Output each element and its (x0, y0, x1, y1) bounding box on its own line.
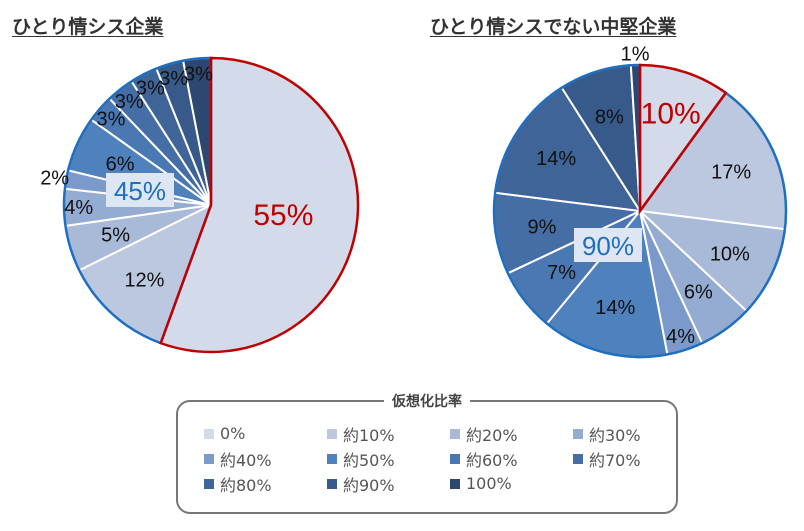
legend-item: 0% (204, 422, 327, 445)
pie0-annotation-box (106, 173, 174, 207)
legend-swatch (450, 478, 460, 489)
legend-swatch (327, 453, 337, 464)
pie1-label-5: 14% (595, 297, 635, 319)
pie1-label-10: 1% (621, 43, 650, 65)
legend-item: 約70% (573, 447, 696, 470)
pie0-label-2: 5% (101, 225, 130, 247)
pie0-label-8: 3% (136, 77, 165, 99)
legend-label: 0% (220, 424, 246, 443)
legend-label: 約30% (589, 425, 641, 445)
legend-label: 約70% (589, 450, 641, 470)
legend-swatch (327, 428, 337, 439)
pie0-label-5: 6% (106, 153, 135, 175)
pie1-label-0: 10% (641, 98, 701, 131)
legend-swatch (450, 428, 460, 439)
legend-swatch (450, 453, 460, 464)
pie1-label-3: 6% (684, 281, 713, 303)
legend-swatch (204, 428, 214, 439)
legend-label: 約50% (343, 450, 395, 470)
legend-swatch (204, 453, 214, 464)
pie0-zero-outline (159, 56, 360, 354)
legend-swatch (327, 478, 337, 489)
legend: 仮想化比率 0% 約10% 約20% 約30% 約40% 約50% 約60% 約70% 約80%… (176, 391, 678, 514)
legend-item: 約50% (327, 447, 450, 470)
legend-title: 仮想化比率 (384, 391, 470, 411)
left-chart-title: ひとり情シス企業 (12, 16, 164, 38)
legend-item: 約40% (204, 447, 327, 470)
legend-swatch (573, 453, 583, 464)
legend-label: 約20% (466, 425, 518, 445)
right-chart-title: ひとり情シスでない中堅企業 (430, 16, 677, 38)
pie1-group-outline (492, 63, 788, 359)
pie1-group-annotation: 90% (582, 231, 634, 261)
legend-item: 約80% (204, 472, 327, 495)
pie0-label-6: 3% (97, 108, 126, 130)
pie1-label-8: 14% (536, 148, 576, 170)
legend-label: 約90% (343, 475, 395, 495)
legend-label: 約10% (343, 425, 395, 445)
pie0-label-7: 3% (115, 91, 144, 113)
legend-item: 約60% (450, 447, 573, 470)
pie0-label-1: 12% (124, 269, 164, 291)
legend-swatch (573, 428, 583, 439)
pie1-label-9: 8% (595, 107, 624, 129)
pie1-label-4: 4% (666, 326, 695, 348)
legend-label: 約40% (220, 450, 272, 470)
legend-item: 約30% (573, 422, 696, 445)
pie0-group-outline (62, 56, 213, 345)
legend-item: 約20% (450, 422, 573, 445)
pie1-label-7: 9% (527, 217, 556, 239)
pie1-label-1: 17% (711, 162, 751, 184)
pie1-zero-outline (638, 63, 728, 215)
legend-item: 100% (450, 472, 573, 495)
pie0-label-10: 3% (184, 63, 213, 85)
pie0-label-4: 2% (40, 167, 69, 189)
pie0-label-9: 3% (159, 68, 188, 90)
pie1-label-6: 7% (547, 262, 576, 284)
pie0-label-3: 4% (64, 197, 93, 219)
pie1-label-2: 10% (710, 243, 750, 265)
pie1-annotation-box (574, 228, 642, 262)
legend-label: 約60% (466, 450, 518, 470)
legend-item: 約90% (327, 472, 450, 495)
legend-label: 100% (466, 474, 512, 493)
legend-item: 約10% (327, 422, 450, 445)
legend-label: 約80% (220, 475, 272, 495)
pie0-group-annotation: 45% (114, 176, 166, 206)
pie0-label-0: 55% (253, 199, 313, 232)
legend-swatch (204, 478, 214, 489)
legend-items: 0% 約10% 約20% 約30% 約40% 約50% 約60% 約70% 約80% 約90% 10… (204, 422, 696, 495)
